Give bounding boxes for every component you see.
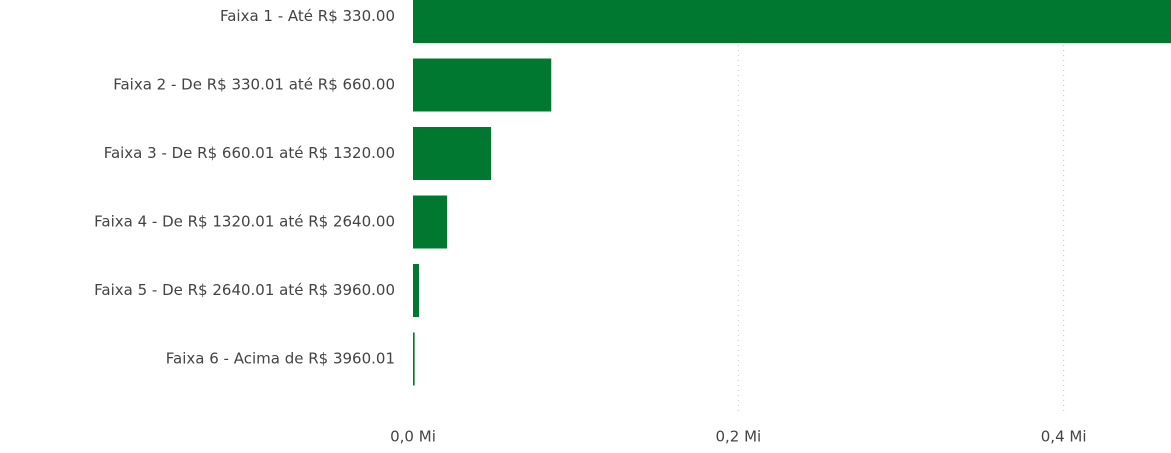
x-tick-label: 0,4 Mi [1041, 428, 1087, 446]
x-tick-label: 0,0 Mi [390, 428, 436, 446]
bar [413, 127, 492, 180]
bar [413, 332, 415, 386]
y-tick-label: Faixa 1 - Até R$ 330.00 [220, 7, 395, 25]
y-tick-label: Faixa 3 - De R$ 660.01 até R$ 1320.00 [104, 144, 395, 162]
y-tick-label: Faixa 6 - Acima de R$ 3960.01 [166, 350, 395, 368]
bar [413, 195, 448, 249]
y-tick-label: Faixa 5 - De R$ 2640.01 até R$ 3960.00 [94, 281, 395, 299]
bar [413, 264, 420, 317]
bar [413, 0, 1171, 43]
bar [413, 58, 552, 112]
x-tick-label: 0,2 Mi [715, 428, 761, 446]
y-tick-label: Faixa 4 - De R$ 1320.01 até R$ 2640.00 [94, 213, 395, 231]
y-tick-label: Faixa 2 - De R$ 330.01 até R$ 660.00 [113, 76, 395, 94]
